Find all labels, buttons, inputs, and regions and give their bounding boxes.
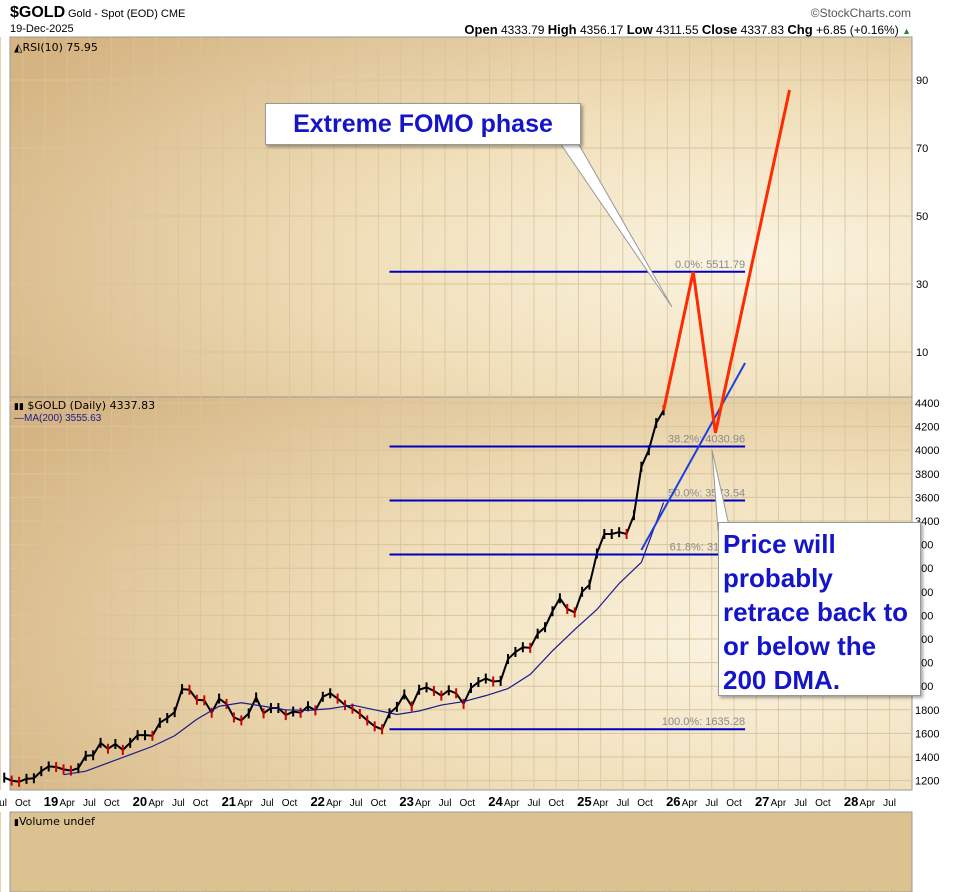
x-tick-label: Apr [771,798,787,809]
x-tick-label: Apr [148,798,164,809]
copyright: ©StockCharts.com [810,6,911,20]
x-tick-label: Apr [237,798,253,809]
x-tick-label: 28 [844,794,858,809]
price-legend-text: $GOLD (Daily) 4337.83 [27,399,156,412]
price-tick-label: 4000 [915,445,939,457]
x-tick-label: 25 [577,794,591,809]
price-tick-label: 4200 [915,422,939,434]
price-tick-label: 1200 [915,776,939,788]
x-tick-label: Jul [705,798,718,809]
x-tick-label: Jul [883,798,896,809]
x-tick-label: Apr [326,798,342,809]
rsi-tick-label: 10 [916,347,928,359]
rsi-legend: ◭RSI(10) 75.95 [14,41,98,54]
ma200-line [63,502,665,776]
price-tick-label: 4400 [915,398,939,410]
x-tick-label: 26 [666,794,680,809]
x-tick-label: Jul [0,798,7,809]
x-tick-label: 21 [222,794,236,809]
open-label: Open [464,22,498,37]
x-tick-label: Oct [815,798,831,809]
high-label: High [547,22,577,37]
trendline [640,362,746,551]
x-tick-label: 22 [310,794,324,809]
x-tick-label: Apr [593,798,609,809]
x-tick-label: Oct [282,798,298,809]
x-tick-label: 24 [488,794,503,809]
price-tick-label: 3600 [915,492,939,504]
x-tick-label: Jul [616,798,629,809]
open-value: 4333.79 [501,23,545,37]
x-tick-label: Oct [726,798,742,809]
price-tick-label: 1600 [915,728,939,740]
rsi-icon: ◭ [14,41,23,54]
price-legend: ▮▮ $GOLD (Daily) 4337.83 [14,399,155,412]
triangle-up-icon: ▲ [902,26,911,36]
ma-legend: —MA(200) 3555.63 [14,413,102,424]
x-tick-label: 27 [755,794,769,809]
x-tick-label: Jul [172,798,185,809]
high-value: 4356.17 [579,23,624,37]
x-tick-label: 19 [44,794,58,809]
price-tick-label: 1800 [915,705,939,717]
fib-level-label: 100.0%: 1635.28 [662,716,745,728]
rsi-tick-label: 90 [916,75,928,87]
fib-level-label: 38.2%: 4030.96 [668,434,745,446]
candlestick-icon: ▮▮ [14,402,24,412]
volume-legend: ▮Volume undef [14,815,95,828]
x-tick-label: Jul [439,798,452,809]
chg-value: +6.85 (+0.16%) [816,23,899,37]
rsi-tick-label: 50 [916,211,928,223]
x-tick-label: Oct [548,798,564,809]
volume-panel [9,811,913,892]
x-tick-label: Jul [261,798,274,809]
x-tick-label: Jul [794,798,807,809]
retrace-callout: Price will probably retrace back to or b… [718,522,921,696]
volume-icon: ▮ [14,818,19,828]
x-tick-label: Apr [860,798,876,809]
rsi-tick-label: 70 [916,143,928,155]
x-tick-label: Oct [193,798,209,809]
price-line [3,409,665,783]
fomo-callout: Extreme FOMO phase [265,103,581,145]
fib-level-label: 50.0%: 3573.54 [668,488,745,500]
symbol-description: Gold - Spot (EOD) CME [68,8,185,20]
forecast-path [662,89,792,434]
low-value: 4311.55 [656,23,699,37]
volume-legend-text: Volume undef [18,815,95,828]
exchange: CME [160,8,186,20]
rsi-legend-text: RSI(10) 75.95 [22,41,98,54]
x-tick-label: Oct [371,798,387,809]
low-label: Low [626,22,653,37]
fib-level-label: 0.0%: 5511.79 [675,259,745,271]
ohlc-readout: Open 4333.79 High 4356.17 Low 4311.55 Cl… [464,22,911,37]
price-tick-label: 1400 [915,752,939,764]
chart-date: 19-Dec-2025 [10,23,74,35]
x-tick-label: Jul [83,798,96,809]
x-tick-label: Apr [682,798,698,809]
x-tick-label: Oct [459,798,475,809]
close-value: 4337.83 [740,23,785,37]
x-tick-label: Oct [15,798,31,809]
x-tick-label: Apr [59,798,75,809]
x-tick-label: Apr [415,798,431,809]
ma-legend-text: MA(200) 3555.63 [24,413,102,424]
x-tick-label: Apr [504,798,520,809]
description: Gold - Spot (EOD) [68,8,158,20]
price-tick-label: 3800 [915,469,939,481]
x-tick-label: 23 [399,794,413,809]
x-tick-label: 20 [133,794,147,809]
chg-label: Chg [787,22,813,37]
price-tick-label: 3400 [915,516,939,528]
rsi-tick-label: 30 [916,279,928,291]
x-tick-label: Jul [350,798,363,809]
close-label: Close [701,22,738,37]
rsi-panel [9,36,913,398]
x-tick-label: Oct [637,798,653,809]
symbol: $GOLD [10,4,66,21]
x-tick-label: Jul [528,798,541,809]
x-tick-label: Oct [104,798,120,809]
